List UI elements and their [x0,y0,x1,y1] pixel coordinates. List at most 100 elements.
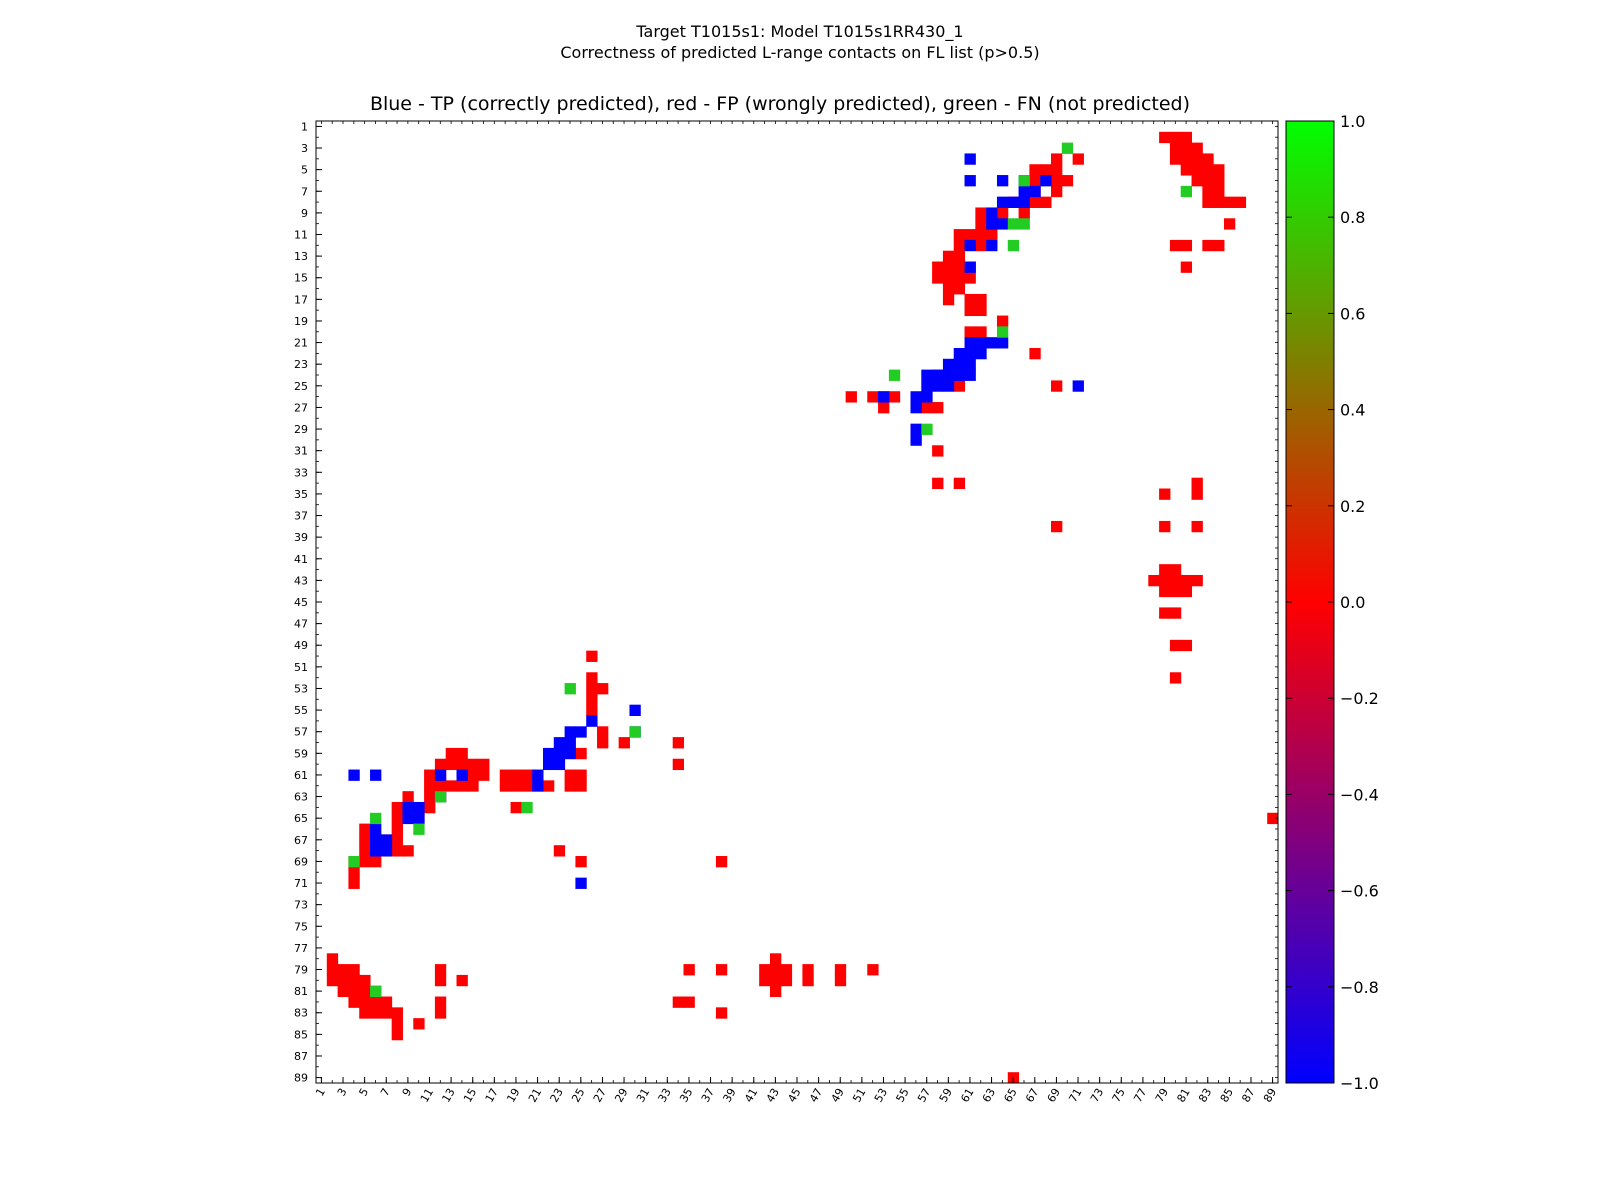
cell-fp [802,964,814,976]
cell-fp [586,683,598,695]
cell-fn [1018,175,1030,187]
x-tick-label: 59 [937,1086,955,1105]
cell-fp [1029,175,1041,187]
cell-tp [370,823,382,835]
cell-fp [996,207,1009,219]
cell-fp [1029,347,1041,360]
cell-fp [434,996,447,1008]
cell-fp [1213,164,1225,176]
cell-fp [391,845,403,857]
cell-fp [953,261,966,273]
cell-fp [1191,520,1203,533]
cell-fp [467,769,479,781]
cell-fn [629,726,641,738]
cell-tp [953,347,966,360]
cell-fp [478,769,490,781]
cell-fp [975,293,987,306]
y-tick-label: 55 [294,704,308,717]
x-tick-label: 33 [656,1086,674,1105]
cell-fp [391,1007,403,1019]
y-tick-label: 73 [294,899,308,912]
y-tick-label: 51 [294,661,308,674]
x-tick-label: 25 [569,1086,587,1105]
x-tick-label: 43 [764,1086,782,1105]
cell-fp [1051,380,1063,392]
y-tick-label: 45 [294,596,308,609]
cell-fp [942,293,955,306]
cell-fp [1180,585,1193,598]
y-tick-label: 89 [294,1072,308,1085]
cell-fp [1051,153,1063,165]
x-tick-label: 17 [483,1086,501,1105]
cell-fp [391,834,403,846]
colorbar-tick-label: −0.4 [1340,785,1379,804]
cell-fp [1159,585,1171,598]
cell-fp [1180,261,1193,273]
x-tick-label: 19 [504,1086,522,1105]
cell-fp [759,964,771,976]
x-tick-label: 81 [1174,1086,1192,1105]
cell-fp [715,856,728,868]
cell-fp [434,758,447,771]
y-tick-label: 31 [294,445,308,458]
x-tick-label: 15 [461,1086,479,1105]
cell-fp [499,780,512,792]
cell-fp [348,866,360,879]
cell-fp [1223,196,1236,208]
x-tick-label: 67 [1023,1086,1041,1105]
cell-fp [975,218,987,230]
cell-fp [986,229,998,241]
cell-tp [942,369,955,381]
y-tick-label: 71 [294,877,308,890]
cell-fp [1191,574,1203,587]
y-tick-label: 43 [294,574,308,587]
cell-fp [1202,175,1214,187]
x-tick-label: 63 [980,1086,998,1105]
y-tick-label: 37 [294,510,308,523]
cell-fp [1159,607,1171,619]
x-tick-label: 71 [1066,1086,1084,1105]
cell-fp [1159,520,1171,533]
cell-fp [1213,175,1225,187]
cell-fp [1191,142,1203,154]
y-tick-label: 1 [301,120,308,133]
cell-fp [348,964,360,976]
cell-tp [910,402,922,414]
cell-tp [942,380,955,392]
cell-fp [1180,153,1193,165]
cell-fp [1213,196,1225,208]
cell-fp [878,402,890,414]
x-tick-label: 13 [439,1086,457,1105]
y-tick-label: 19 [294,315,308,328]
x-tick-label: 27 [591,1086,609,1105]
figure-title: Target T1015s1: Model T1015s1RR430_1 [636,22,964,41]
colorbar-tick-label: −1.0 [1340,1074,1379,1093]
cell-tp [910,423,922,435]
x-tick-label: 79 [1153,1086,1171,1105]
cell-fp [434,780,447,792]
x-tick-label: 49 [829,1086,847,1105]
cell-fp [953,229,966,241]
cell-fp [1180,574,1193,587]
x-tick-label: 69 [1045,1086,1063,1105]
cell-fn [1061,142,1074,154]
x-tick-label: 3 [335,1086,350,1099]
cell-tp [964,153,976,165]
y-tick-label: 17 [294,293,308,306]
cell-fp [1202,153,1214,165]
cell-fp [996,315,1009,327]
cell-fp [953,380,966,392]
cell-tp [932,380,944,392]
colorbar-tick-label: 0.2 [1340,497,1365,516]
cell-fp [597,683,609,695]
cell-fp [1202,164,1214,176]
cell-fp [1223,218,1236,230]
cell-fp [780,964,793,976]
cell-fp [683,996,695,1008]
x-tick-label: 45 [785,1086,803,1105]
cell-fn [348,856,360,868]
cell-fp [326,974,339,987]
cell-fp [1169,672,1182,684]
cell-fp [1169,153,1182,165]
cell-fp [618,737,630,749]
